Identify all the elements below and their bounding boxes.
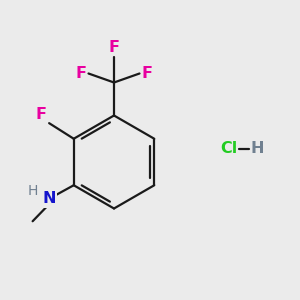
Text: F: F — [75, 66, 86, 81]
Text: Cl: Cl — [220, 141, 238, 156]
Text: N: N — [42, 191, 56, 206]
Text: F: F — [36, 106, 47, 122]
Text: H: H — [27, 184, 38, 198]
Text: F: F — [142, 66, 153, 81]
Text: F: F — [109, 40, 119, 55]
Text: H: H — [250, 141, 264, 156]
